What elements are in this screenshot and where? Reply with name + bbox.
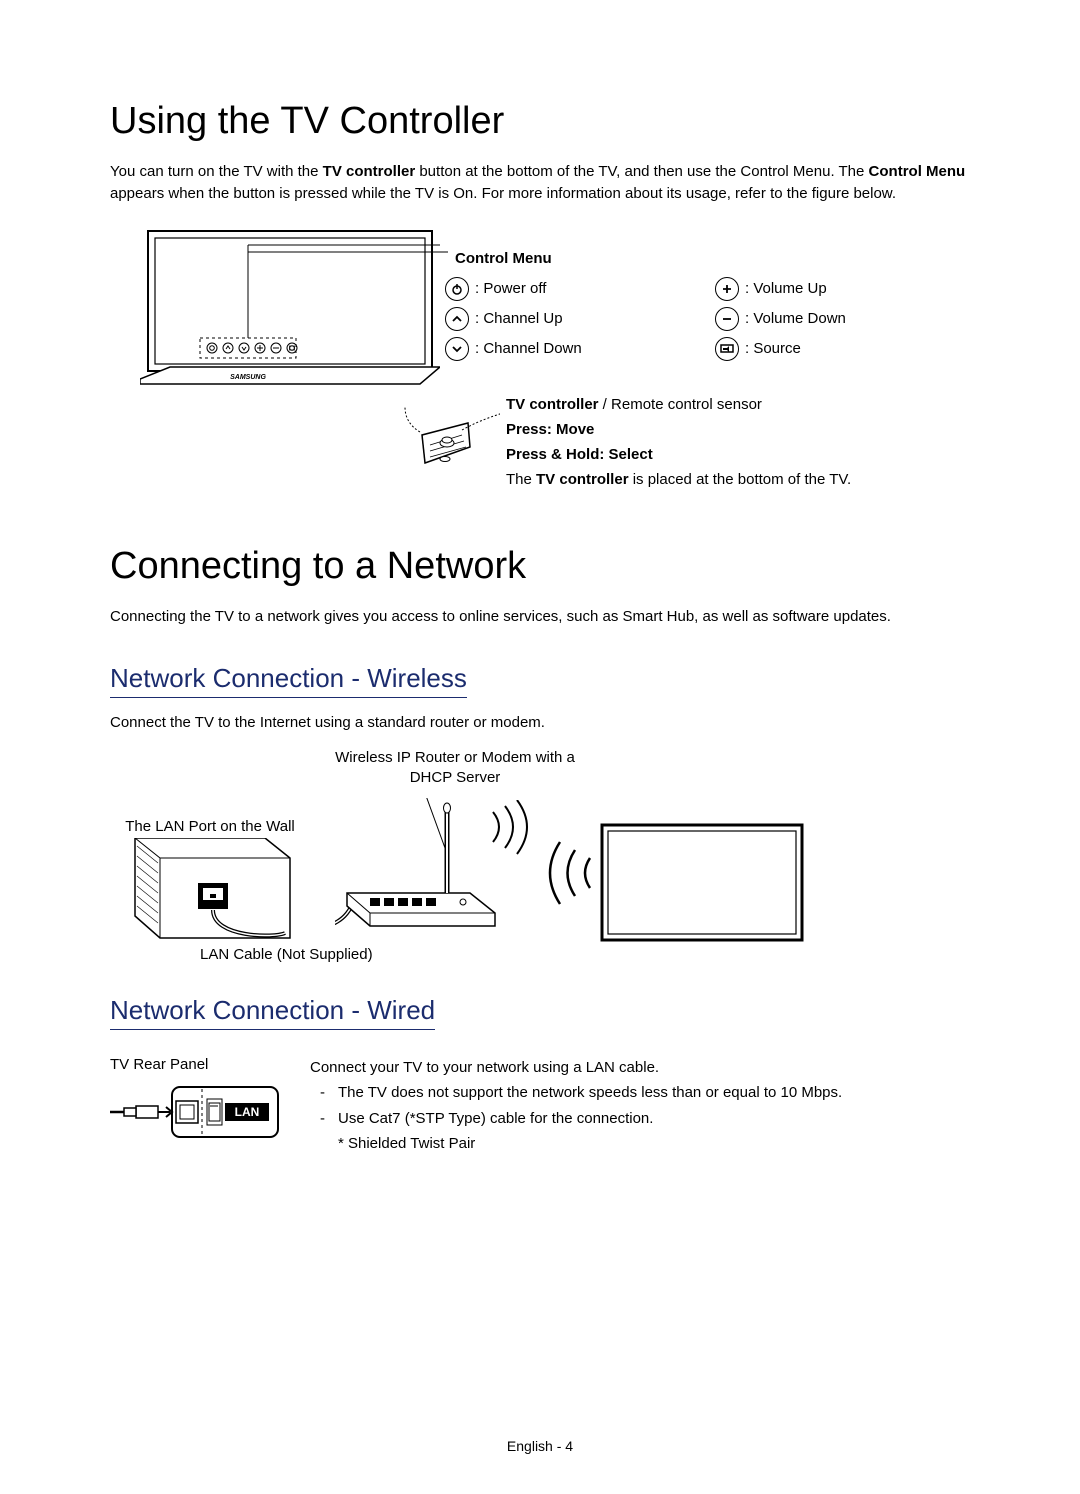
lan-port-icon: LAN [110, 1085, 280, 1140]
wired-bullet: The TV does not support the network spee… [320, 1081, 970, 1104]
wireless-body: Connect the TV to the Internet using a s… [110, 712, 970, 734]
tv-panel-icon [600, 823, 805, 943]
section-title: Connecting to a Network [110, 545, 970, 588]
router-icon [335, 798, 510, 943]
label: : Volume Down [745, 310, 846, 327]
wired-body: Connect your TV to your network using a … [310, 1056, 970, 1079]
control-item-chdown: : Channel Down [445, 337, 715, 361]
plus-icon [715, 277, 739, 301]
control-item-chup: : Channel Up [445, 307, 715, 331]
rear-panel-block: TV Rear Panel LAN [110, 1056, 280, 1155]
text: The [506, 471, 536, 488]
bold: TV controller [536, 471, 629, 488]
label: : Channel Down [475, 340, 582, 357]
router-label: Wireless IP Router or Modem with a DHCP … [330, 748, 580, 789]
controller-line: Press: Move [506, 418, 976, 441]
svg-text:SAMSUNG: SAMSUNG [230, 374, 266, 381]
rear-panel-label: TV Rear Panel [110, 1056, 280, 1073]
wired-footnote: * Shielded Twist Pair [310, 1132, 970, 1155]
leader-line [248, 245, 448, 260]
section-intro: You can turn on the TV with the TV contr… [110, 161, 970, 205]
intro-bold: Control Menu [869, 163, 966, 180]
wired-bullet: Use Cat7 (*STP Type) cable for the conne… [320, 1107, 970, 1130]
wireless-figure: Wireless IP Router or Modem with a DHCP … [110, 748, 970, 973]
lancable-label: LAN Cable (Not Supplied) [200, 946, 373, 963]
intro-text: button at the bottom of the TV, and then… [415, 163, 868, 180]
bold: TV controller [506, 396, 599, 413]
controller-line: TV controller / Remote control sensor [506, 393, 976, 416]
signal-in-icon [535, 838, 605, 908]
minus-icon [715, 307, 739, 331]
lan-badge-text: LAN [235, 1105, 260, 1119]
wired-row: TV Rear Panel LAN Connect your TV to you… [110, 1056, 970, 1155]
control-item-voldown: : Volume Down [715, 307, 985, 331]
controller-text-block: TV controller / Remote control sensor Pr… [506, 393, 976, 494]
wallport-icon [125, 838, 295, 948]
label: : Power off [475, 280, 546, 297]
source-icon [715, 337, 739, 361]
intro-text: You can turn on the TV with the [110, 163, 323, 180]
section-title: Using the TV Controller [110, 100, 970, 143]
intro-bold: TV controller [323, 163, 416, 180]
intro-text: appears when the button is pressed while… [110, 185, 896, 202]
label: : Channel Up [475, 310, 563, 327]
controller-line: The TV controller is placed at the botto… [506, 468, 976, 491]
control-menu-title: Control Menu [455, 250, 985, 267]
lanport-label: The LAN Port on the Wall [110, 818, 310, 835]
wired-text-block: Connect your TV to your network using a … [310, 1056, 970, 1155]
chevron-up-icon [445, 307, 469, 331]
text: is placed at the bottom of the TV. [629, 471, 852, 488]
subheading-wireless: Network Connection - Wireless [110, 663, 467, 698]
chevron-down-icon [445, 337, 469, 361]
text: / Remote control sensor [599, 396, 762, 413]
label: : Source [745, 340, 801, 357]
control-item-volup: : Volume Up [715, 277, 985, 301]
controller-line: Press & Hold: Select [506, 443, 976, 466]
page-footer: English - 4 [0, 1438, 1080, 1454]
section-intro: Connecting the TV to a network gives you… [110, 606, 970, 628]
control-menu-labels: Control Menu : Power off : Volume Up : C… [445, 250, 985, 361]
subheading-wired: Network Connection - Wired [110, 995, 435, 1030]
label: : Volume Up [745, 280, 827, 297]
control-item-source: : Source [715, 337, 985, 361]
power-icon [445, 277, 469, 301]
tv-controller-figure: SAMSUNG Control Menu : Power off : Volum… [110, 225, 970, 505]
signal-out-icon [485, 800, 540, 855]
control-item-poweroff: : Power off [445, 277, 715, 301]
controller-stick-icon [400, 395, 500, 480]
